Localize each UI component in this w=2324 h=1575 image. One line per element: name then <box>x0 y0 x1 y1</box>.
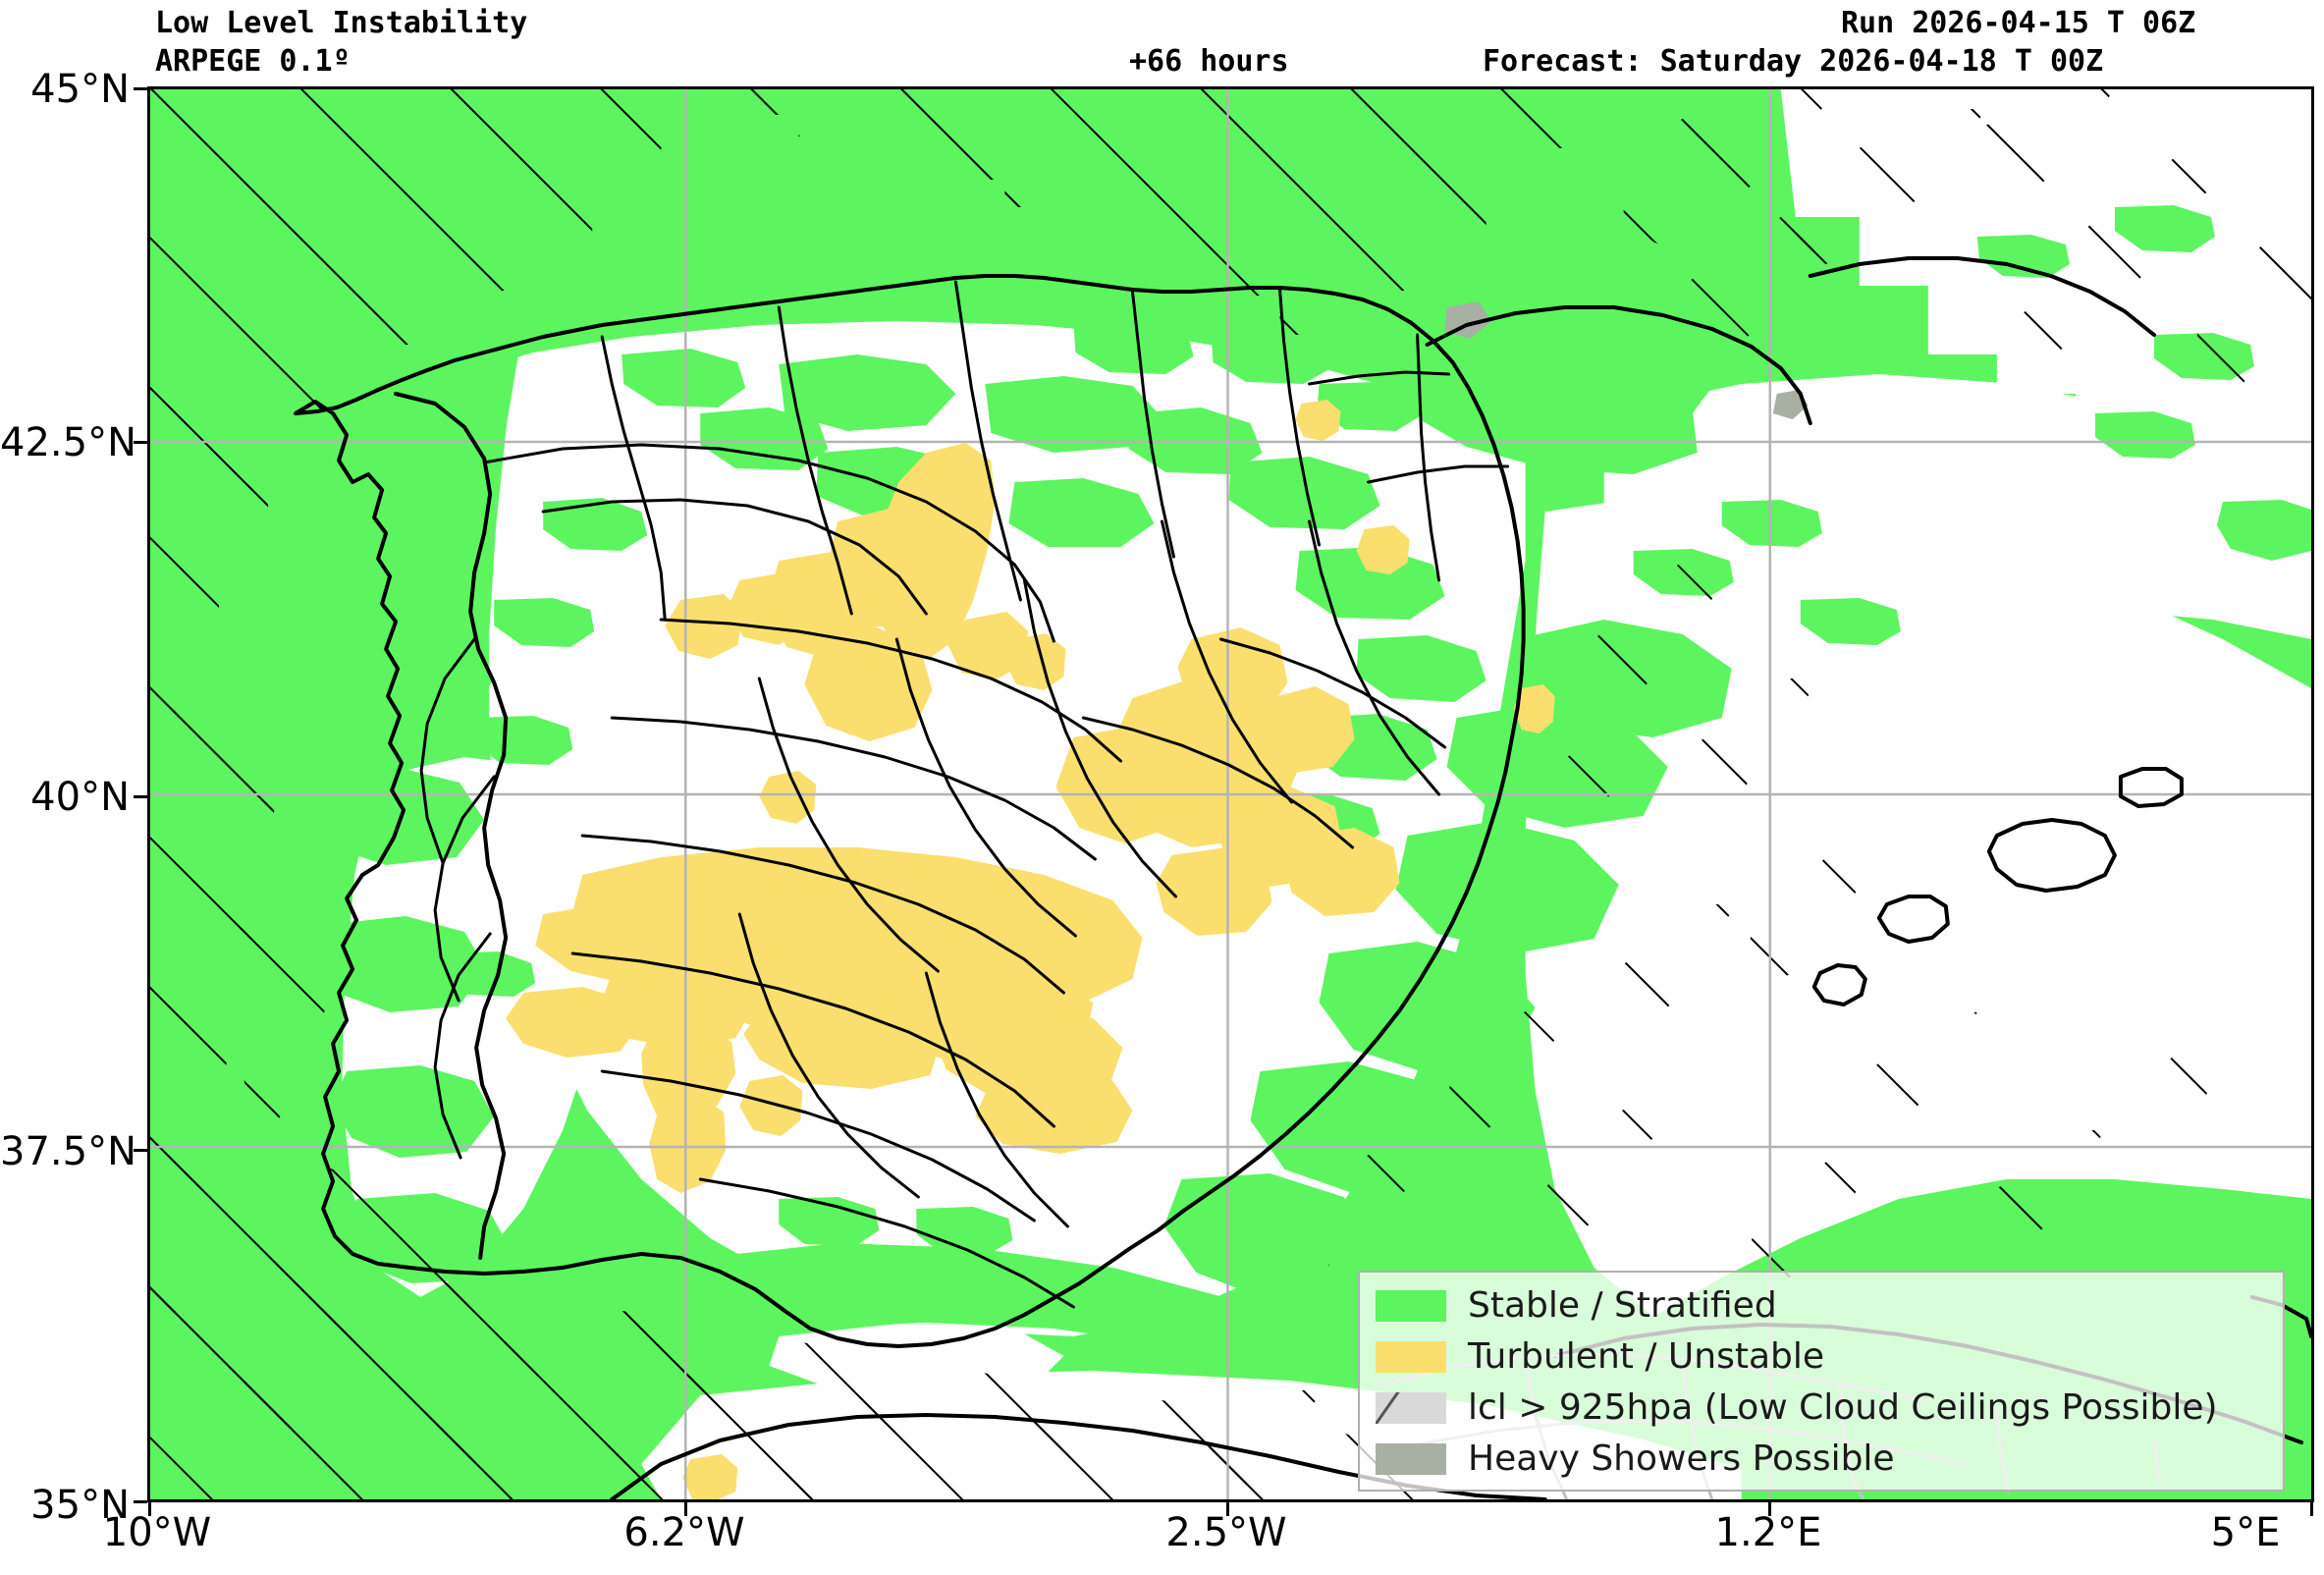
legend-item-heavy-showers: Heavy Showers Possible <box>1360 1434 2283 1485</box>
legend-label-lcl: lcl > 925hpa (Low Cloud Ceilings Possibl… <box>1468 1387 2218 1428</box>
model-label: ARPEGE 0.1º <box>155 44 351 79</box>
legend-label-stable: Stable / Stratified <box>1468 1285 1777 1326</box>
page-title: Low Level Instability <box>155 6 528 40</box>
x-axis-tick-10w: 10°W <box>102 1510 212 1555</box>
map-legend: Stable / Stratified Turbulent / Unstable… <box>1358 1271 2285 1492</box>
legend-swatch-heavy-showers-grey <box>1376 1443 1446 1475</box>
chart-header: Low Level Instability ARPEGE 0.1º +66 ho… <box>0 0 2324 86</box>
y-tick-mark-45n <box>134 87 147 90</box>
y-axis-tick-45n: 45°N <box>30 67 130 112</box>
x-axis-tick-6_2w: 6.2°W <box>623 1510 745 1555</box>
y-axis-tick-42_5n: 42.5°N <box>0 420 136 465</box>
legend-item-lcl: lcl > 925hpa (Low Cloud Ceilings Possibl… <box>1360 1383 2283 1434</box>
lead-time-label: +66 hours <box>1129 44 1289 79</box>
x-axis-tick-1_2e: 1.2°E <box>1714 1510 1822 1555</box>
x-tick-mark-5e <box>2310 1502 2313 1516</box>
x-tick-mark-6_2w <box>684 1502 687 1516</box>
legend-swatch-lcl-hatch <box>1376 1392 1446 1424</box>
map-gridlines <box>150 89 2311 1499</box>
legend-label-heavy-showers: Heavy Showers Possible <box>1468 1439 1895 1479</box>
x-axis-tick-2_5w: 2.5°W <box>1165 1510 1287 1555</box>
legend-label-turbulent: Turbulent / Unstable <box>1468 1336 1825 1377</box>
map-plot-area[interactable] <box>147 86 2314 1502</box>
x-tick-mark-1_2e <box>1768 1502 1771 1516</box>
legend-item-turbulent: Turbulent / Unstable <box>1360 1331 2283 1383</box>
coastlines-and-borders <box>294 256 2311 1499</box>
y-tick-mark-35n <box>134 1500 147 1503</box>
legend-swatch-stable-green <box>1376 1290 1446 1322</box>
y-axis-tick-37_5n: 37.5°N <box>0 1129 136 1174</box>
x-axis-tick-5e: 5°E <box>2210 1510 2281 1555</box>
y-tick-mark-42_5n <box>134 441 147 444</box>
lcl-hatched-field <box>150 89 2311 1499</box>
y-axis-tick-35n: 35°N <box>30 1483 130 1528</box>
y-tick-mark-40n <box>134 795 147 798</box>
x-tick-mark-10w <box>148 1502 151 1516</box>
run-timestamp-label: Run 2026-04-15 T 06Z <box>1841 6 2196 40</box>
y-tick-mark-37_5n <box>134 1149 147 1152</box>
x-tick-mark-2_5w <box>1226 1502 1229 1516</box>
y-axis-tick-40n: 40°N <box>30 775 130 820</box>
forecast-valid-label: Forecast: Saturday 2026-04-18 T 00Z <box>1483 44 2104 79</box>
legend-item-stable: Stable / Stratified <box>1360 1280 2283 1331</box>
legend-swatch-turbulent-yellow <box>1376 1341 1446 1373</box>
